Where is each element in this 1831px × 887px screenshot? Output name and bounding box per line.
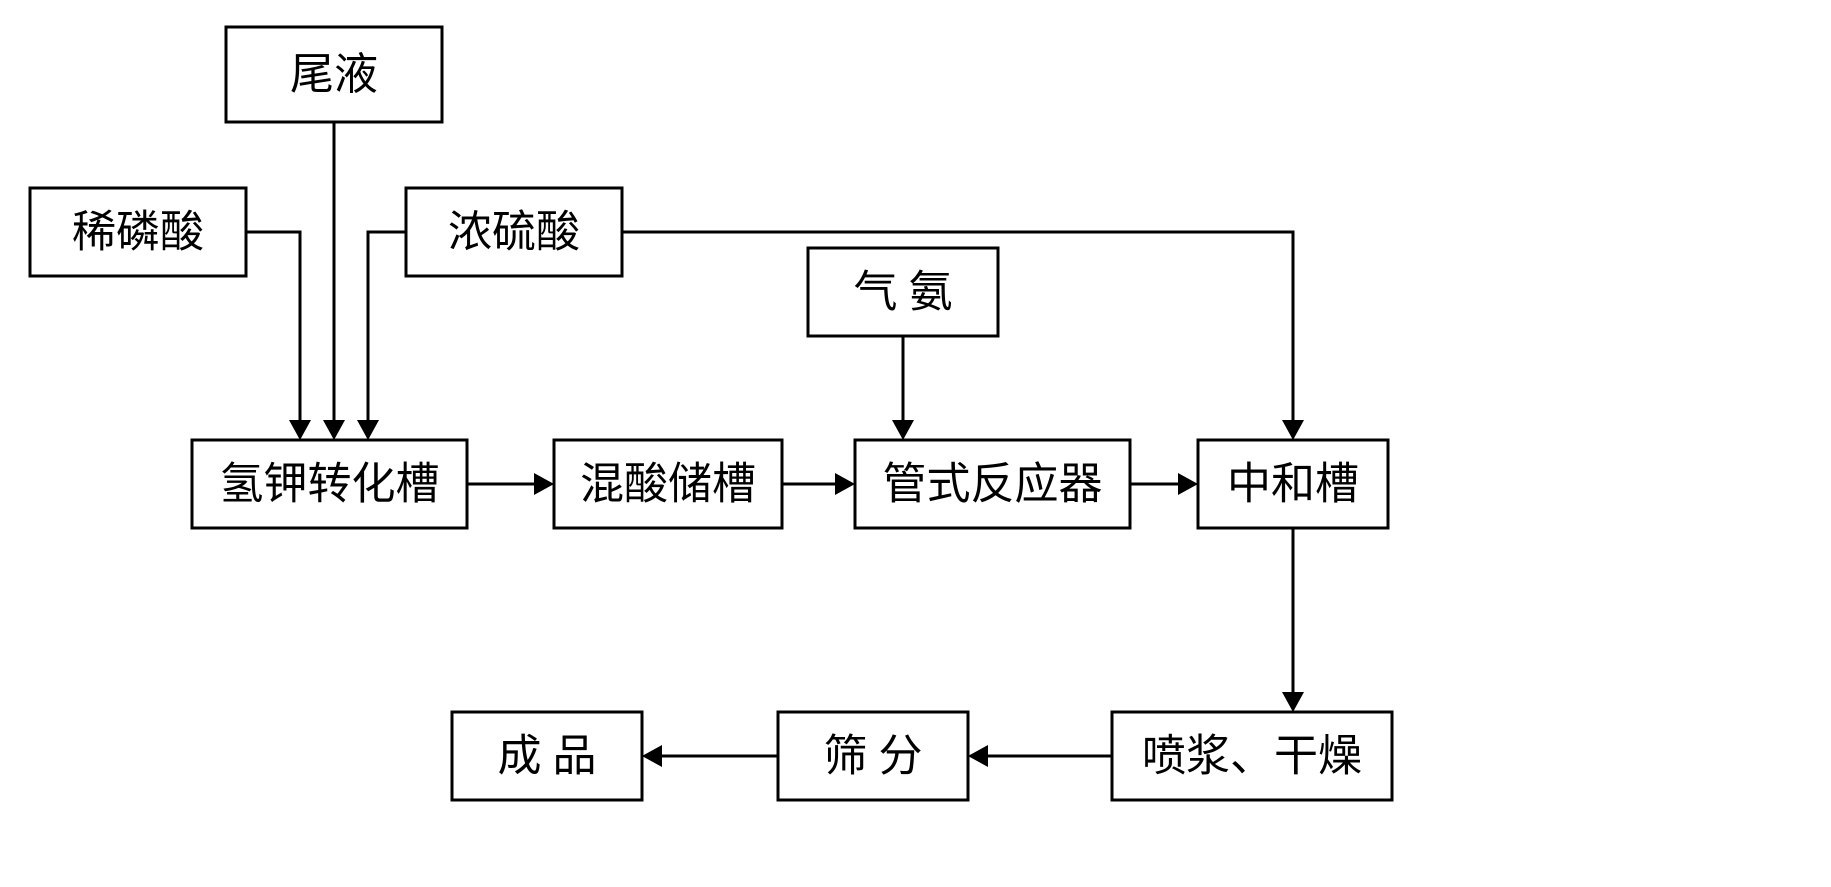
node-product: 成 品 xyxy=(452,712,642,800)
node-tail: 尾液 xyxy=(226,27,442,122)
arrow-head xyxy=(1282,420,1304,440)
node-convert: 氢钾转化槽 xyxy=(192,440,467,528)
arrow-head xyxy=(1282,692,1304,712)
node-tube: 管式反应器 xyxy=(855,440,1130,528)
arrow-head xyxy=(642,745,662,767)
arrow-head xyxy=(289,420,311,440)
arrow-head xyxy=(534,473,554,495)
node-sieve: 筛 分 xyxy=(778,712,968,800)
node-ammonia: 气 氨 xyxy=(808,248,998,336)
node-label: 筛 分 xyxy=(824,732,923,781)
arrow-head xyxy=(835,473,855,495)
flowchart-canvas: 尾液稀磷酸 浓硫酸气 氨氢钾转化槽 混酸储槽 管式反应器 中和槽喷浆、干燥 筛 分 成 品 xyxy=(0,0,1831,887)
node-neutral: 中和槽 xyxy=(1198,440,1388,528)
node-label: 尾液 xyxy=(290,50,378,99)
arrow-head xyxy=(892,420,914,440)
node-label: 氢钾转化槽 xyxy=(220,460,440,509)
edge-conc-convert xyxy=(368,232,406,430)
node-label: 混酸储槽 xyxy=(580,460,756,509)
node-conc: 浓硫酸 xyxy=(406,188,622,276)
node-label: 稀磷酸 xyxy=(72,208,204,257)
node-label: 管式反应器 xyxy=(883,460,1103,509)
node-label: 喷浆、干燥 xyxy=(1142,732,1362,781)
arrow-head xyxy=(323,420,345,440)
edge-dilute-convert xyxy=(246,232,300,430)
node-label: 浓硫酸 xyxy=(448,208,580,257)
arrow-head xyxy=(1178,473,1198,495)
node-label: 中和槽 xyxy=(1227,460,1359,509)
node-dilute: 稀磷酸 xyxy=(30,188,246,276)
arrow-head xyxy=(968,745,988,767)
node-label: 气 氨 xyxy=(854,268,953,317)
arrow-head xyxy=(357,420,379,440)
node-spray: 喷浆、干燥 xyxy=(1112,712,1392,800)
node-mixed: 混酸储槽 xyxy=(554,440,782,528)
node-label: 成 品 xyxy=(498,732,597,781)
